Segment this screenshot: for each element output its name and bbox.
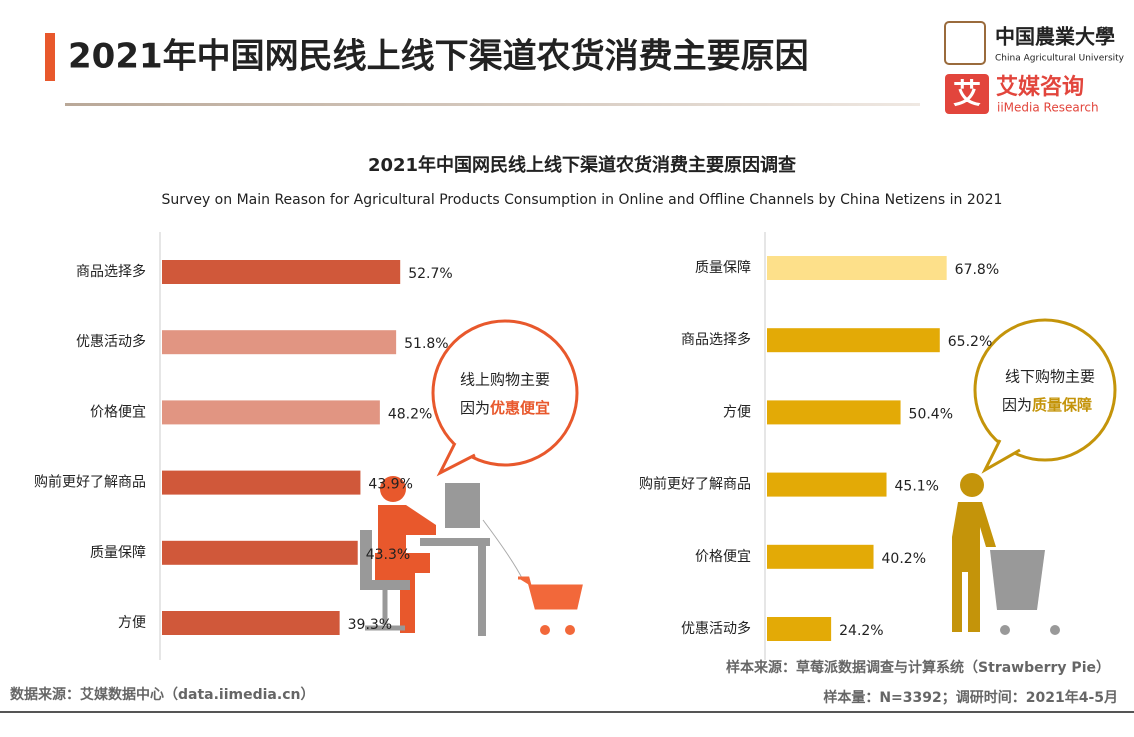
value-label: 40.2% [882,551,926,567]
category-label: 质量保障 [90,545,146,561]
logo-iimedia: 艾 艾媒咨询 iiMedia Research [945,74,1099,115]
category-label: 方便 [118,615,146,631]
bar [162,260,401,284]
category-label: 方便 [723,404,751,420]
category-label: 购前更好了解商品 [34,474,146,491]
online-illustration [360,476,583,636]
bar [767,400,901,425]
logo-icon-bg [945,74,989,114]
bar [162,470,361,495]
footer-rule [0,711,1134,713]
bubble-online: 线上购物主要 因为优惠便宜 [431,319,579,477]
bar [162,540,358,565]
category-label: 质量保障 [695,260,751,276]
value-label: 65.2% [948,334,992,350]
bubble-text: 因为质量保障 [1002,396,1092,414]
bubble-text: 因为优惠便宜 [460,399,550,417]
bubble-offline: 线下购物主要 因为质量保障 [973,318,1117,474]
value-label: 48.2% [388,406,432,422]
value-label: 67.8% [955,262,999,278]
category-label: 优惠活动多 [681,620,751,637]
chart-title: 2021年中国网民线上线下渠道农货消费主要原因调查 [368,154,796,176]
bubble-text: 因为 [1002,396,1032,414]
sample-info: 样本量：N=3392；调研时间：2021年4-5月 [823,689,1118,706]
logo-icon: 艾 [953,77,981,110]
category-label: 商品选择多 [76,263,146,280]
offline-illustration [952,473,1060,635]
value-label: 39.3% [348,617,392,633]
category-label: 价格便宜 [90,404,146,420]
logo-text-en: iiMedia Research [997,101,1099,115]
value-label: 45.1% [895,479,939,495]
bar [767,472,887,497]
bubble-text: 线下购物主要 [1005,368,1095,386]
category-label: 优惠活动多 [76,333,146,350]
value-label: 52.7% [408,266,452,282]
logo-text-en: China Agricultural University [995,54,1125,64]
logo-text: 中国農業大學 [995,25,1115,49]
logo-text: 艾媒咨询 [996,74,1084,100]
bar [162,611,340,635]
value-label: 50.4% [909,406,953,422]
data-source: 数据来源：艾媒数据中心（data.iimedia.cn） [10,686,314,703]
category-label: 价格便宜 [695,549,751,565]
category-label: 商品选择多 [681,331,751,348]
title-accent [45,33,55,81]
category-label: 购前更好了解商品 [639,476,751,493]
value-label: 51.8% [404,336,448,352]
page-title: 2021年中国网民线上线下渠道农货消费主要原因 [68,37,809,77]
value-label: 43.3% [366,547,410,563]
bubble-text: 因为 [460,399,490,417]
bubble-highlight: 优惠便宜 [490,399,550,417]
bar [767,617,832,641]
value-label: 43.9% [368,477,412,493]
chart-subtitle: Survey on Main Reason for Agricultural P… [162,192,1003,208]
logo-emblem [944,21,986,65]
bubble-highlight: 质量保障 [1032,396,1092,414]
sample-source: 样本来源：草莓派数据调查与计算系统（Strawberry Pie） [726,659,1110,676]
title-rule [65,103,920,106]
value-label: 24.2% [839,623,883,639]
bar [767,256,947,280]
bar [162,400,380,425]
bar [162,330,397,355]
bar [767,544,874,569]
bar [767,328,940,353]
logo-cau: 中国農業大學 China Agricultural University [944,21,1125,65]
bubble-text: 线上购物主要 [460,371,550,389]
